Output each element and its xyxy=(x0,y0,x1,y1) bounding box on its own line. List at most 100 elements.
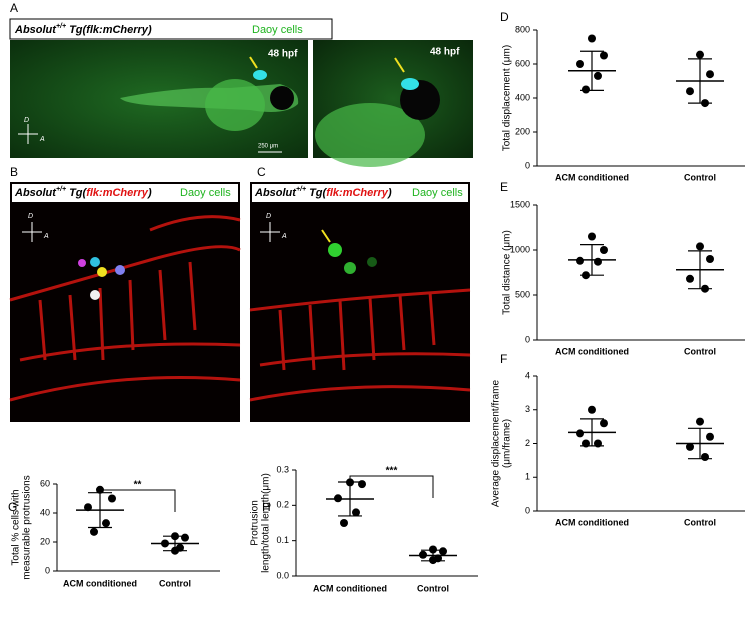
arrow xyxy=(321,229,331,243)
data-point xyxy=(686,274,694,283)
cells xyxy=(367,257,377,267)
track xyxy=(90,257,100,267)
y-tick-label: 800 xyxy=(515,24,530,34)
data-point xyxy=(439,547,447,556)
y-tick-label: 0 xyxy=(525,160,530,170)
y-tick-label: 600 xyxy=(515,58,530,68)
significance-label: ** xyxy=(134,480,142,491)
data-point xyxy=(429,545,437,554)
y-tick-label: 500 xyxy=(515,289,530,299)
data-point xyxy=(102,519,110,528)
data-point xyxy=(686,442,694,451)
stage-label: 48 hpf xyxy=(430,47,460,58)
compass xyxy=(18,124,38,144)
x-tick-label: Control xyxy=(684,517,716,527)
y-tick-label: 400 xyxy=(515,92,530,102)
cells-label: Daoy cells xyxy=(412,187,463,199)
y-axis-label: length/total length(μm) xyxy=(261,473,272,573)
data-point xyxy=(600,419,608,428)
y-tick-label: 3 xyxy=(525,404,530,414)
y-tick-label: 200 xyxy=(515,126,530,136)
data-point xyxy=(701,453,709,461)
error-bar xyxy=(580,244,604,276)
y-tick-label: 4 xyxy=(525,370,530,380)
panel-c: C Absolut+/+ Tg(flk:mCherry) Daoy cells D… xyxy=(249,165,471,422)
compass xyxy=(260,222,280,242)
y-tick-label: 1000 xyxy=(510,244,530,254)
arrow xyxy=(249,56,258,69)
data-point xyxy=(706,70,714,79)
y-axis-label: Average displacement/frame xyxy=(491,380,502,508)
panel-letter: B xyxy=(10,165,18,179)
y-axis-label: Total displacement (μm) xyxy=(502,45,513,151)
error-bar xyxy=(580,50,604,91)
y-tick-label: 1500 xyxy=(510,199,530,209)
panel-letter: E xyxy=(500,180,508,194)
scale-label: 250 μm xyxy=(258,144,278,150)
x-tick-label: ACM conditioned xyxy=(63,578,137,588)
y-tick-label: 0 xyxy=(45,565,50,575)
data-point xyxy=(594,71,602,80)
arrow xyxy=(394,57,405,73)
y-tick-label: 0 xyxy=(525,334,530,344)
cells-label: Daoy cells xyxy=(180,187,231,199)
track xyxy=(97,267,107,277)
data-point xyxy=(358,480,366,489)
data-point xyxy=(706,432,714,441)
panel-letter: G xyxy=(8,500,17,514)
stage-label: 48 hpf xyxy=(268,49,298,60)
data-point xyxy=(600,246,608,254)
data-point xyxy=(588,34,596,43)
header-box xyxy=(12,184,238,202)
compass xyxy=(22,222,42,242)
yolk xyxy=(315,103,425,167)
vessels xyxy=(249,288,471,402)
y-axis-label: measurable protrusions xyxy=(22,475,33,580)
vessels xyxy=(9,215,241,402)
y-tick-label: 0.1 xyxy=(276,535,289,545)
x-tick-label: Control xyxy=(159,578,191,588)
track xyxy=(115,265,125,275)
data-point xyxy=(696,417,704,426)
data-point xyxy=(352,508,360,517)
panel-letter: A xyxy=(10,1,18,15)
y-tick-label: 0 xyxy=(525,505,530,515)
cells xyxy=(344,262,356,274)
y-tick-label: 0.2 xyxy=(276,500,289,510)
x-tick-label: Control xyxy=(684,172,716,182)
error-bar xyxy=(580,418,604,447)
y-axis-label: Protrusion xyxy=(250,500,261,546)
data-point xyxy=(696,50,704,59)
header-box xyxy=(9,18,333,40)
y-tick-label: 60 xyxy=(40,478,50,488)
significance-label: *** xyxy=(386,466,398,477)
image-header: Absolut+/+ Tg(flk:mCherry) xyxy=(14,23,152,36)
y-axis-label: Total % cells with xyxy=(11,489,22,565)
y-tick-label: 2 xyxy=(525,438,530,448)
data-point xyxy=(576,60,584,68)
image-header: Absolut+/+ Tg(flk:mCherry) xyxy=(14,186,152,199)
y-axis-label: (μm/frame) xyxy=(502,419,513,468)
micrograph xyxy=(10,182,240,422)
cells xyxy=(401,78,419,90)
data-point xyxy=(600,51,608,60)
data-point xyxy=(84,503,92,512)
x-tick-label: Control xyxy=(684,346,716,356)
data-point xyxy=(108,494,116,503)
x-tick-label: ACM conditioned xyxy=(555,346,629,356)
y-tick-label: 20 xyxy=(40,536,50,546)
data-point xyxy=(576,429,584,438)
panel-letter: H xyxy=(262,500,271,514)
data-point xyxy=(588,405,596,414)
compass-label: D xyxy=(266,213,271,220)
x-tick-label: ACM conditioned xyxy=(313,583,387,593)
significance-bracket xyxy=(99,489,176,512)
cells xyxy=(253,70,267,80)
error-bar xyxy=(688,58,712,104)
y-tick-label: 0.3 xyxy=(276,464,289,474)
data-point xyxy=(706,255,714,263)
micrograph xyxy=(250,182,470,422)
data-point xyxy=(696,242,704,251)
error-bar xyxy=(688,427,712,460)
data-point xyxy=(594,257,602,266)
